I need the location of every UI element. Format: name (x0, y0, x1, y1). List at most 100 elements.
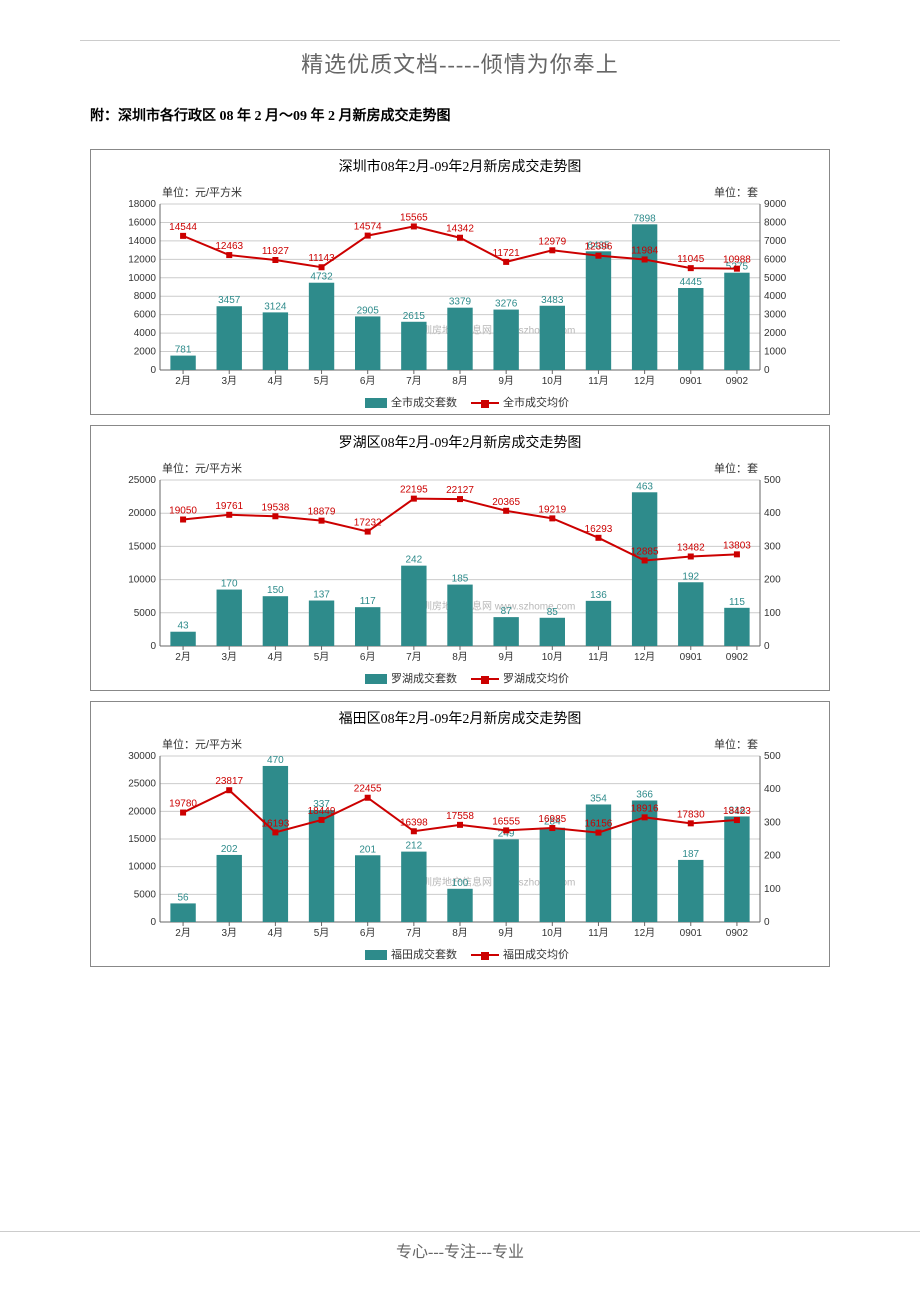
svg-text:5000: 5000 (134, 608, 157, 619)
svg-text:202: 202 (221, 844, 238, 855)
svg-text:2月: 2月 (175, 927, 191, 939)
page-footer: 专心---专注---专业 (0, 1231, 920, 1262)
svg-text:2000: 2000 (134, 347, 157, 358)
svg-text:5月: 5月 (314, 651, 330, 663)
svg-text:192: 192 (682, 571, 699, 582)
svg-text:2000: 2000 (764, 328, 787, 339)
chart-canvas: 0200040006000800010000120001400016000180… (99, 180, 821, 390)
legend-bar-label: 全市成交套数 (391, 397, 457, 409)
svg-text:136: 136 (590, 590, 607, 601)
svg-text:2月: 2月 (175, 651, 191, 663)
svg-text:0901: 0901 (680, 928, 703, 939)
svg-text:9月: 9月 (498, 375, 514, 387)
svg-text:8000: 8000 (134, 291, 157, 302)
svg-text:6000: 6000 (764, 254, 787, 265)
svg-text:200: 200 (764, 575, 781, 586)
svg-text:500: 500 (764, 751, 781, 762)
svg-text:8000: 8000 (764, 217, 787, 228)
svg-text:22455: 22455 (354, 784, 382, 795)
svg-text:170: 170 (221, 579, 238, 590)
svg-text:10000: 10000 (128, 575, 156, 586)
svg-text:25000: 25000 (128, 475, 156, 486)
svg-text:4月: 4月 (268, 375, 284, 387)
svg-text:12000: 12000 (128, 254, 156, 265)
legend-bar-label: 福田成交套数 (391, 949, 457, 961)
svg-text:150: 150 (267, 585, 284, 596)
svg-text:2615: 2615 (403, 311, 426, 322)
chart-legend: 罗湖成交套数罗湖成交均价 (99, 666, 821, 688)
svg-text:23817: 23817 (215, 776, 243, 787)
svg-text:18916: 18916 (631, 803, 659, 814)
chart-title: 罗湖区08年2月-09年2月新房成交走势图 (99, 432, 821, 452)
svg-text:单位：套: 单位：套 (714, 737, 758, 751)
svg-text:100: 100 (764, 608, 781, 619)
svg-text:15565: 15565 (400, 212, 428, 223)
legend-line-label: 全市成交均价 (503, 397, 569, 409)
chart-title: 深圳市08年2月-09年2月新房成交走势图 (99, 156, 821, 176)
svg-text:5000: 5000 (764, 273, 787, 284)
svg-text:单位：元/平方米: 单位：元/平方米 (162, 737, 242, 751)
svg-text:单位：元/平方米: 单位：元/平方米 (162, 185, 242, 199)
svg-text:10000: 10000 (128, 862, 156, 873)
legend-swatch-line (471, 678, 499, 680)
svg-text:11927: 11927 (262, 246, 290, 257)
svg-text:14342: 14342 (446, 224, 474, 235)
svg-text:16156: 16156 (585, 819, 613, 830)
svg-text:7月: 7月 (406, 927, 422, 939)
svg-text:0: 0 (764, 365, 770, 376)
svg-text:18423: 18423 (723, 806, 751, 817)
svg-text:242: 242 (406, 555, 423, 566)
svg-text:185: 185 (452, 574, 469, 585)
svg-text:15000: 15000 (128, 541, 156, 552)
svg-text:0: 0 (150, 641, 156, 652)
svg-text:0: 0 (764, 641, 770, 652)
page-header: 精选优质文档-----倾情为你奉上 (90, 47, 830, 79)
chart-canvas: 0500010000150002000025000010020030040050… (99, 456, 821, 666)
footer-separator (0, 1231, 920, 1232)
svg-text:25000: 25000 (128, 779, 156, 790)
svg-text:2905: 2905 (357, 305, 380, 316)
svg-text:3483: 3483 (541, 295, 564, 306)
svg-text:6000: 6000 (134, 310, 157, 321)
header-separator (80, 40, 840, 41)
svg-text:19761: 19761 (215, 501, 243, 512)
svg-text:3月: 3月 (221, 927, 237, 939)
legend-line-label: 福田成交均价 (503, 949, 569, 961)
chart-block: 深圳市08年2月-09年2月新房成交走势图0200040006000800010… (90, 149, 830, 415)
legend-bar-label: 罗湖成交套数 (391, 673, 457, 685)
svg-text:400: 400 (764, 508, 781, 519)
svg-text:11月: 11月 (588, 927, 608, 939)
svg-text:6月: 6月 (360, 651, 376, 663)
svg-text:8月: 8月 (452, 927, 468, 939)
svg-text:4月: 4月 (268, 651, 284, 663)
svg-text:10000: 10000 (128, 273, 156, 284)
svg-text:13803: 13803 (723, 540, 751, 551)
svg-text:201: 201 (359, 844, 376, 855)
chart-title: 福田区08年2月-09年2月新房成交走势图 (99, 708, 821, 728)
svg-text:10月: 10月 (542, 651, 563, 663)
document-page: 精选优质文档-----倾情为你奉上 附：深圳市各行政区 08 年 2 月～09 … (0, 0, 920, 1302)
svg-text:100: 100 (764, 884, 781, 895)
svg-text:115: 115 (729, 597, 745, 608)
svg-text:354: 354 (590, 793, 607, 804)
svg-text:100: 100 (452, 878, 469, 889)
svg-text:56: 56 (178, 892, 190, 903)
svg-text:18000: 18000 (128, 199, 156, 210)
svg-text:16985: 16985 (538, 814, 566, 825)
svg-text:17558: 17558 (446, 811, 474, 822)
chart-block: 福田区08年2月-09年2月新房成交走势图0500010000150002000… (90, 701, 830, 967)
svg-text:11984: 11984 (631, 245, 659, 256)
chart-legend: 福田成交套数 福田成交均价 (99, 942, 821, 964)
svg-text:7月: 7月 (406, 375, 422, 387)
svg-text:16398: 16398 (400, 817, 428, 828)
svg-text:3124: 3124 (264, 301, 287, 312)
legend-swatch-bar (365, 674, 387, 684)
chart-legend: 全市成交套数 全市成交均价 (99, 390, 821, 412)
svg-text:11月: 11月 (588, 651, 608, 663)
svg-text:10988: 10988 (723, 255, 751, 266)
svg-text:6月: 6月 (360, 375, 376, 387)
svg-text:12月: 12月 (634, 927, 655, 939)
svg-text:0901: 0901 (680, 376, 703, 387)
svg-text:212: 212 (406, 841, 423, 852)
svg-text:463: 463 (636, 481, 653, 492)
